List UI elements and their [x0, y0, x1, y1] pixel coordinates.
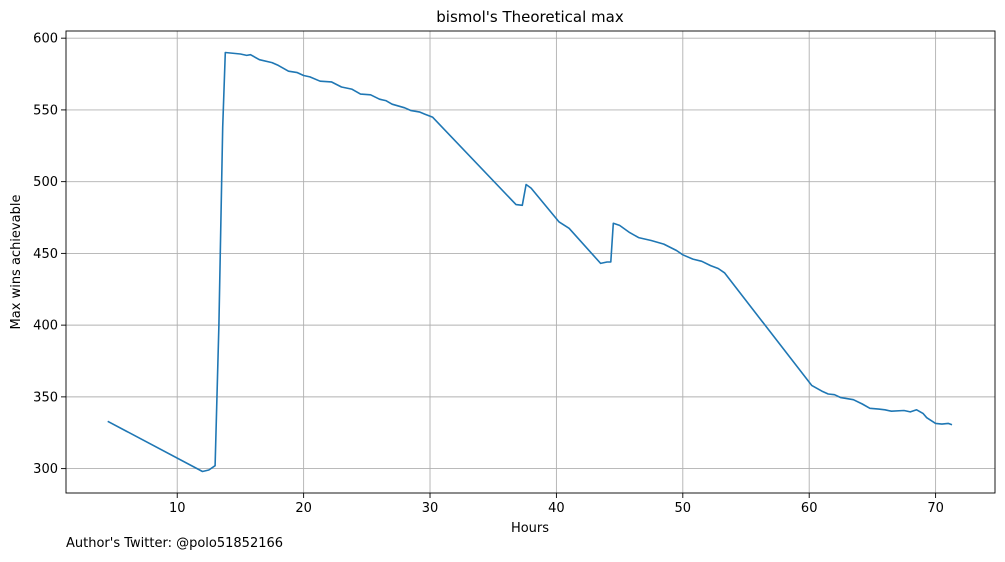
axis-ticks: 10 20 30 40 50 60 70 300 350 400 450 500 550 600 [33, 32, 944, 516]
author-twitter-footnote: Author's Twitter: @polo51852166 [66, 536, 284, 551]
x-axis-label: Hours [511, 521, 549, 536]
x-tick-label: 50 [675, 501, 692, 516]
y-tick-label: 500 [33, 175, 58, 190]
x-tick-label: 30 [422, 501, 439, 516]
x-tick-label: 60 [801, 501, 818, 516]
series-line-max-wins [107, 51, 953, 473]
plot-frame [65, 30, 996, 494]
y-tick-label: 550 [33, 103, 58, 118]
y-tick-label: 350 [33, 390, 58, 405]
chart-title: bismol's Theoretical max [436, 8, 624, 26]
x-tick-label: 20 [295, 501, 312, 516]
x-tick-label: 10 [169, 501, 186, 516]
y-tick-label: 400 [33, 319, 58, 334]
y-axis-label: Max wins achievable [9, 195, 24, 330]
grid-lines [66, 31, 995, 493]
y-tick-label: 300 [33, 462, 58, 477]
x-tick-label: 70 [927, 501, 944, 516]
y-tick-label: 600 [33, 32, 58, 47]
x-tick-label: 40 [548, 501, 565, 516]
y-tick-label: 450 [33, 247, 58, 262]
